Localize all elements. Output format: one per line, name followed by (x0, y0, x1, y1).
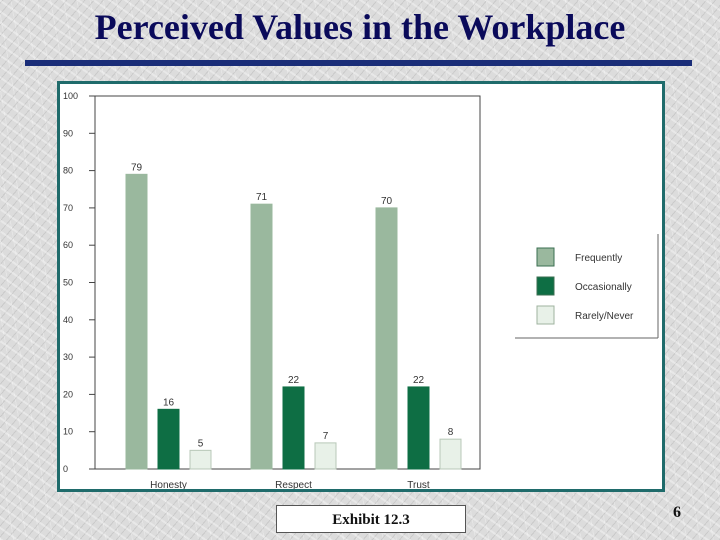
bar (125, 173, 148, 470)
chart-frame: 0 10 20 30 40 50 60 70 80 90 100 79 16 5 Honesty 71 22 7 R… (57, 81, 665, 492)
data-label: 71 (256, 192, 268, 203)
y-tick-label: 0 (63, 464, 68, 474)
legend-label: Occasionally (575, 282, 632, 293)
category-label: Trust (407, 480, 430, 489)
legend-swatch (536, 305, 555, 325)
legend-label: Frequently (575, 253, 622, 264)
title-underline (25, 60, 692, 66)
data-label: 8 (448, 427, 454, 438)
y-tick-label: 60 (63, 240, 73, 250)
y-tick-label: 40 (63, 315, 73, 325)
legend-swatch (536, 247, 555, 267)
data-label: 70 (381, 196, 393, 207)
bar (282, 386, 305, 470)
y-tick-label: 50 (63, 278, 73, 288)
data-label: 16 (163, 397, 175, 408)
exhibit-label: Exhibit 12.3 (276, 505, 466, 533)
data-label: 5 (198, 438, 204, 449)
data-label: 7 (323, 431, 329, 442)
bar (314, 442, 337, 470)
data-label: 79 (131, 162, 143, 173)
bar (407, 386, 430, 470)
bar (157, 408, 180, 470)
legend-swatch (536, 276, 555, 296)
bar (250, 203, 273, 470)
category-label: Honesty (150, 480, 187, 489)
bar (439, 438, 462, 470)
page-number: 6 (673, 504, 681, 521)
y-tick-label: 30 (63, 352, 73, 362)
data-label: 22 (413, 375, 425, 386)
y-tick-label: 90 (63, 128, 73, 138)
y-tick-label: 100 (63, 91, 78, 101)
bar-chart: 0 10 20 30 40 50 60 70 80 90 100 79 16 5 Honesty 71 22 7 R… (63, 91, 659, 489)
legend-label: Rarely/Never (575, 311, 634, 322)
slide-title: Perceived Values in the Workplace (94, 7, 626, 47)
bar (189, 449, 212, 470)
y-tick-label: 70 (63, 203, 73, 213)
y-tick-label: 10 (63, 427, 73, 437)
y-tick-label: 80 (63, 166, 73, 176)
category-label: Respect (275, 480, 312, 489)
bar (375, 207, 398, 470)
y-tick-label: 20 (63, 389, 73, 399)
data-label: 22 (288, 375, 300, 386)
